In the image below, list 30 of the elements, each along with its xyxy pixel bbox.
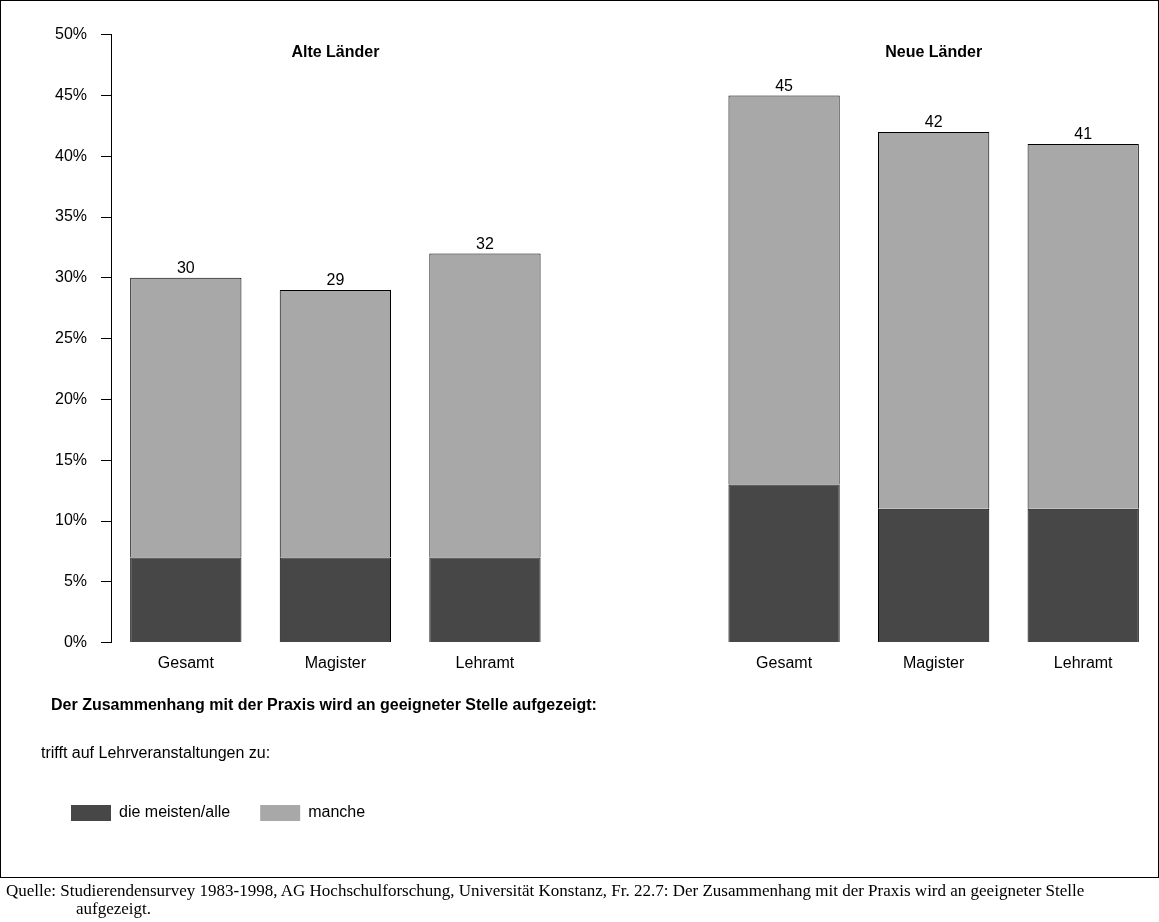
x-tick-label: Lehramt (455, 653, 515, 671)
total-label: 32 (476, 234, 494, 252)
text: Der Zusammenhang mit der Praxis wird an geeigneter Stelle aufgezeigt: (51, 696, 597, 714)
source-note: Quelle: Studierendensurvey 1983-1998, AG Hochschulforschung, Universität Konstanz, Fr. 22.7: Der Zusammenhang mit der Praxis wird an geeigneter Stelle aufgezeigt. (6, 881, 1086, 918)
x-tick-label: Magister (902, 653, 965, 671)
total-label: 29 (326, 271, 345, 289)
y-tick-label: 45% (54, 85, 88, 103)
y-tick-label: 40% (54, 146, 88, 164)
total-label: 41 (1074, 125, 1093, 143)
y-tick-label: 30% (54, 268, 88, 286)
annotation: Alte Länder (291, 43, 380, 61)
y-tick-label: 20% (54, 389, 88, 407)
y-tick-label: 0% (63, 633, 88, 651)
x-tick-label: Gesamt (157, 653, 215, 671)
x-tick-label: Magister (304, 653, 367, 671)
y-tick-label: 25% (54, 329, 88, 347)
legend-title: trifft auf Lehrveranstaltungen zu: (41, 744, 271, 762)
legend-label: manche (308, 803, 366, 821)
y-tick-label: 10% (54, 511, 88, 529)
y-tick-label: 5% (63, 572, 88, 590)
total-label: 42 (924, 113, 943, 131)
y-tick-label: 15% (54, 450, 88, 468)
total-label: 30 (176, 259, 195, 277)
y-tick-label: 50% (54, 25, 88, 43)
x-tick-label: Gesamt (756, 653, 813, 671)
annotation: Neue Länder (885, 43, 983, 61)
total-label: 45 (775, 76, 794, 94)
y-tick-label: 35% (54, 207, 88, 225)
x-tick-label: Lehramt (1053, 653, 1114, 671)
legend-label: die meisten/alle (119, 803, 231, 821)
